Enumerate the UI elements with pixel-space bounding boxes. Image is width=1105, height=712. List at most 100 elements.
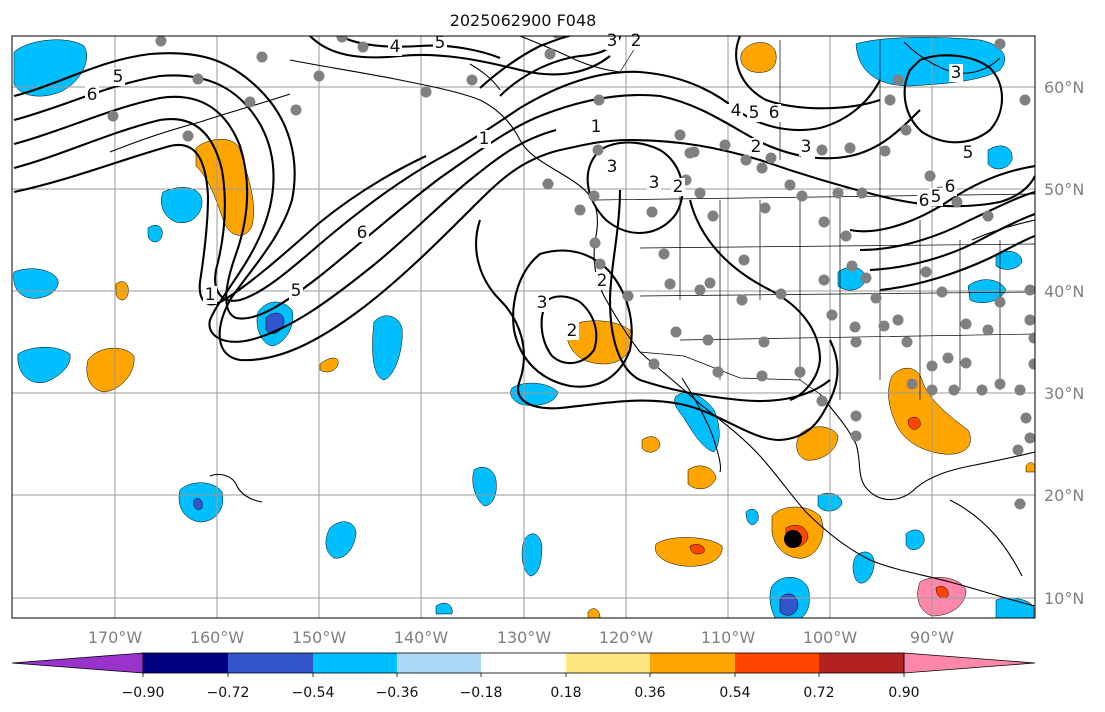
station-dot [826,309,838,321]
colorbar-segment [228,653,313,673]
contour-label: 5 [963,143,974,163]
anomaly-region [319,357,339,373]
station-dot [982,210,994,222]
anomaly-region [587,608,601,618]
station-dot [313,70,325,82]
contour-label-background [747,104,761,122]
contour-label: 5 [291,281,302,301]
contour-label: 3 [951,63,962,83]
contour-label-background [355,224,369,242]
center-marker [784,530,802,548]
contour-label-background [729,102,743,120]
contour-label: 4 [731,101,742,121]
contour-label-background [535,294,549,312]
station-dot [818,274,830,286]
map-frame [11,35,1036,619]
station-dot [588,190,600,202]
station-dot [674,129,686,141]
station-dot [818,216,830,228]
station-dot [1012,444,1024,456]
station-dot [155,36,167,47]
station-dot [357,41,369,53]
station-dot [1024,284,1035,296]
colorbar-tick-label: −0.72 [207,685,250,701]
contour-line [13,143,427,306]
anomaly-region [888,368,971,455]
contour-label: 6 [769,103,780,123]
contour-label: 5 [749,103,760,123]
contour-label: 2 [567,321,578,341]
longitude-tick-label: 130°W [497,628,552,647]
station-dot [694,284,706,296]
station-dot [664,278,676,290]
anomaly-region [147,225,163,243]
station-dot [920,266,932,278]
latitude-labels: 60°N 50°N 40°N 30°N 20°N 10°N [1044,78,1084,608]
anomaly-region [674,392,720,453]
contour-label-background [388,38,402,56]
contour-line [475,219,839,442]
contour-label-background [111,68,125,86]
contour-label: 5 [435,33,446,53]
anomaly-region [687,465,717,490]
station-dot [574,204,586,216]
longitude-tick-label: 100°W [803,628,858,647]
contour-line [688,199,822,401]
station-dot [740,154,752,166]
latitude-tick-label: 10°N [1044,589,1084,608]
contour-line [540,295,598,365]
contour-line [13,107,521,302]
longitude-tick-label: 150°W [292,628,347,647]
contour-label: 2 [597,271,608,291]
station-dot [738,254,750,266]
longitude-tick-label: 120°W [599,628,654,647]
anomaly-region [372,315,403,381]
colorbar-tick-label: 0.54 [719,685,750,701]
contour-line [13,95,541,320]
contour-line [879,234,1035,292]
station-dot [420,86,432,98]
station-dot [994,38,1006,50]
contour-label-background [749,138,763,156]
longitude-tick-label: 160°W [190,628,245,647]
contour-label-background [477,130,491,148]
station-dot [846,260,858,272]
colorbar-frame [142,652,905,674]
station-dot [765,152,777,164]
station-dot [850,410,862,422]
station-dot [107,110,119,122]
anomaly-region [907,416,921,430]
contour-line [849,164,1035,233]
anomaly-region [521,533,543,577]
contour-label-background [917,192,931,210]
contour-label-background [943,178,957,196]
station-dot [290,104,302,116]
station-dot [942,352,954,364]
contour-label: 1 [591,117,602,137]
station-dot [1028,332,1035,344]
colorbar-tick-label: −0.54 [292,685,335,701]
contour-label: 5 [113,67,124,87]
station-dot [756,370,768,382]
station-dot [192,73,204,85]
station-dot [840,230,852,242]
station-dot [694,187,706,199]
contour-label: 1 [205,285,216,305]
station-dot [901,336,913,348]
station-dot [794,366,806,378]
colorbar-tick-label: 0.72 [803,685,834,701]
contour-line [903,54,1003,144]
contour-label: 3 [537,293,548,313]
station-dot [884,94,896,106]
latitude-tick-label: 60°N [1044,78,1084,97]
station-dot [976,384,988,396]
station-dot [704,277,716,289]
anomaly-region [435,603,453,615]
contour-label-background [949,64,963,82]
station-dot [736,294,748,306]
station-dot [756,162,768,174]
station-dot [658,248,670,260]
station-dot [892,74,904,86]
anomaly-region [935,586,949,599]
